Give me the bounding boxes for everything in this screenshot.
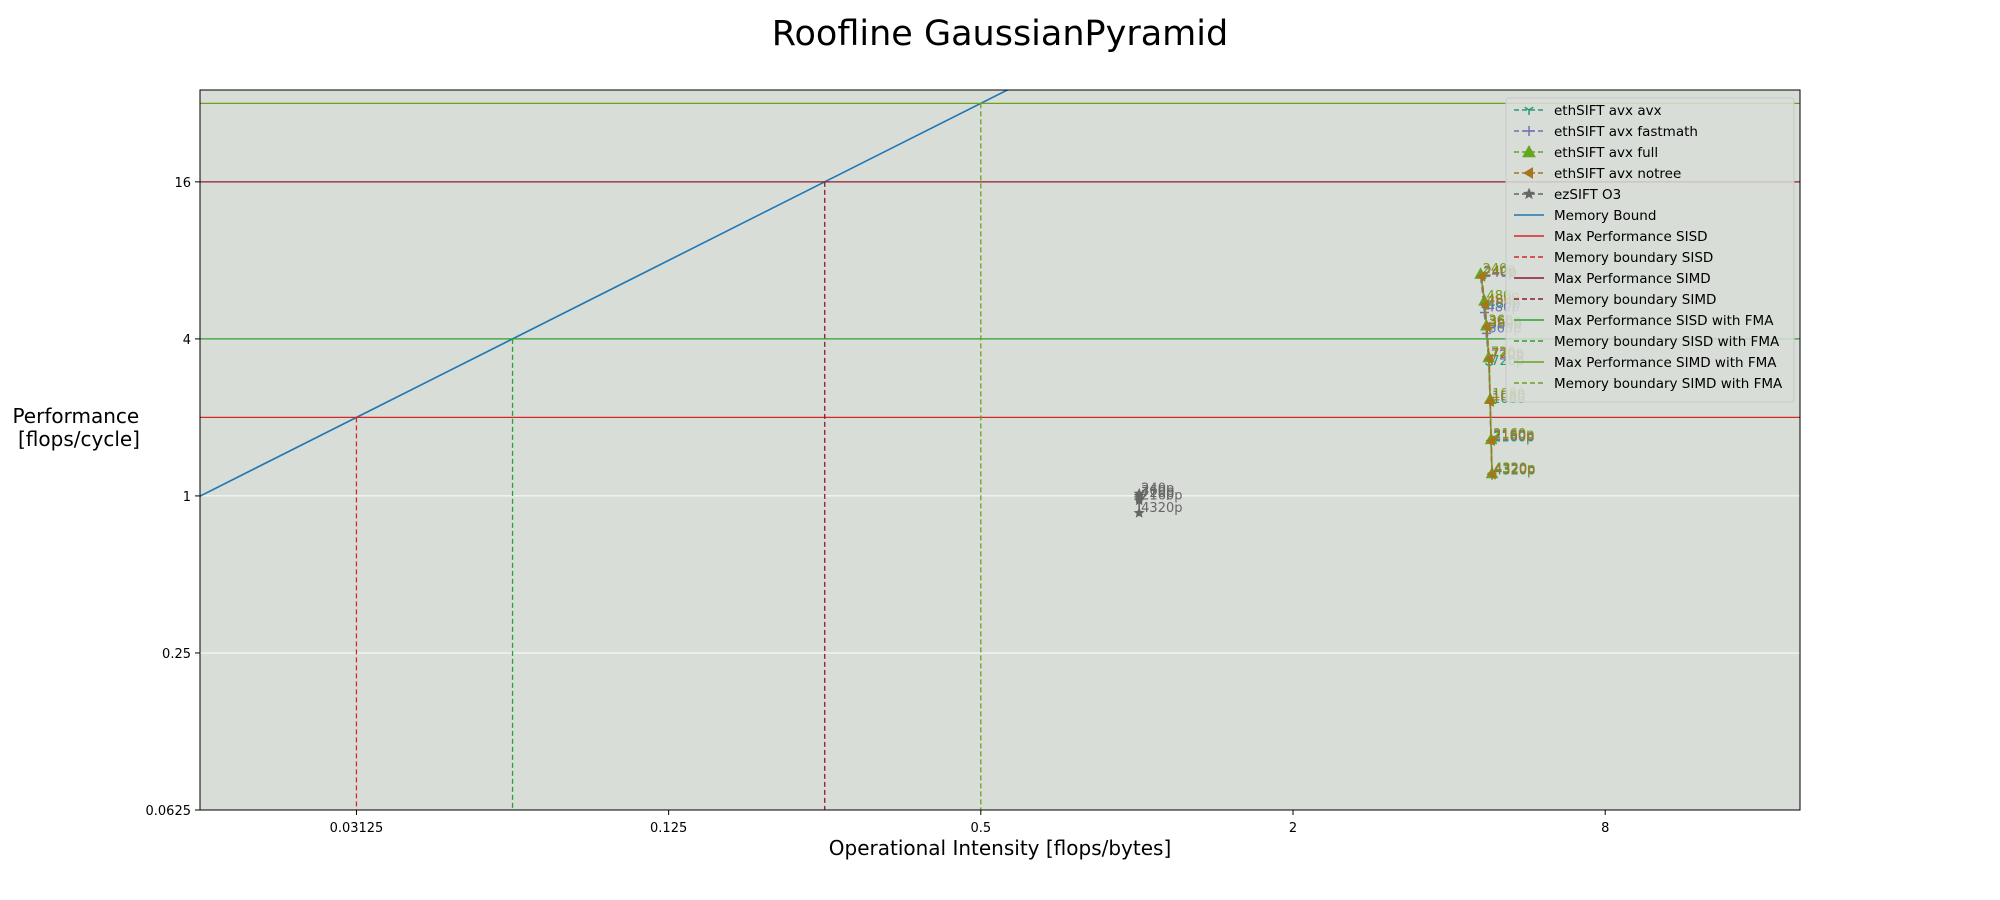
legend-label: ethSIFT avx full — [1554, 145, 1658, 161]
legend-entry-ethsift-avx-avx: ethSIFT avx avx — [1514, 103, 1662, 119]
legend-entry-memory-bound: Memory Bound — [1514, 208, 1656, 224]
x-tick-label: 8 — [1601, 821, 1609, 836]
y-tick-label: 0.0625 — [146, 804, 192, 819]
y-tick-label: 1 — [183, 490, 191, 505]
point-label: 720p — [1141, 486, 1174, 501]
legend-entry-memory-boundary-simd: Memory boundary SIMD — [1514, 292, 1716, 308]
x-tick-label: 2 — [1289, 821, 1297, 836]
point-label: 240p — [1141, 482, 1174, 497]
legend-label: Memory boundary SIMD — [1554, 292, 1716, 308]
legend-entry-ethsift-avx-full: ethSIFT avx full — [1514, 144, 1658, 161]
data-point — [1483, 353, 1493, 365]
data-point — [1479, 307, 1489, 317]
y-axis-label-line-2: [flops/cycle] — [18, 427, 140, 451]
y-axis-label: Performance [flops/cycle] — [12, 404, 145, 451]
legend-label: Memory boundary SISD — [1554, 250, 1713, 266]
data-point — [1485, 435, 1495, 446]
legend-marker — [1522, 144, 1536, 158]
legend-entry-max-performance-simd: Max Performance SIMD — [1514, 271, 1711, 287]
legend-entry-memory-boundary-sisd-with-fma: Memory boundary SISD with FMA — [1514, 334, 1780, 350]
y-tick-label: 0.25 — [162, 647, 191, 662]
x-axis-label: Operational Intensity [flops/bytes] — [829, 836, 1172, 860]
y-tick-label: 4 — [183, 333, 191, 348]
legend-marker — [1524, 106, 1534, 115]
legend-label: Max Performance SISD with FMA — [1554, 313, 1774, 329]
chart-title: Roofline GaussianPyramid — [772, 14, 1228, 54]
data-point — [1479, 299, 1489, 311]
legend-label: Memory boundary SISD with FMA — [1554, 334, 1780, 350]
legend-entry-max-performance-sisd-with-fma: Max Performance SISD with FMA — [1514, 313, 1774, 329]
x-axis-ticks: 0.03125 0.125 0.5 2 8 — [330, 810, 1609, 836]
point-label: 2160p — [1493, 427, 1534, 442]
legend: ethSIFT avx avx ethSIFT avx fastmath ethSI… — [1505, 97, 1795, 403]
point-label: 2160p — [1493, 429, 1534, 444]
legend-label: ethSIFT avx fastmath — [1554, 124, 1698, 140]
legend-box — [1505, 97, 1795, 403]
legend-entry-ethsift-avx-notree: ethSIFT avx notree — [1514, 166, 1681, 182]
legend-label: ezSIFT O3 — [1554, 187, 1621, 203]
legend-entry-memory-boundary-sisd: Memory boundary SISD — [1514, 250, 1713, 266]
point-label: 4320p — [1494, 462, 1535, 477]
point-label: 360p — [1141, 484, 1174, 499]
legend-entry-ezsift-o3: ezSIFT O3 — [1514, 187, 1621, 203]
point-label: 4320p — [1494, 461, 1535, 476]
plot-frame — [199, 89, 1801, 811]
data-point — [1133, 494, 1145, 506]
memory-bound-line — [200, 90, 1010, 497]
data-point — [1484, 396, 1494, 407]
point-label: 2160p — [1493, 431, 1534, 446]
x-tick-label: 0.5 — [970, 821, 991, 836]
point-label: 4320p — [1141, 501, 1182, 516]
legend-entry-max-performance-simd-with-fma: Max Performance SIMD with FMA — [1514, 355, 1777, 371]
legend-entry-ethsift-avx-fastmath: ethSIFT avx fastmath — [1514, 124, 1698, 140]
y-axis-label-line-1: Performance — [12, 404, 139, 428]
legend-marker — [1524, 126, 1534, 136]
point-label: 2160p — [1141, 489, 1182, 504]
data-point — [1486, 468, 1496, 480]
data-point — [1476, 270, 1486, 282]
point-label: 4320p — [1494, 463, 1535, 478]
y-axis-ticks: 0.0625 0.25 1 4 16 — [146, 176, 200, 819]
legend-label: Memory boundary SIMD with FMA — [1554, 376, 1783, 392]
y-tick-label: 16 — [174, 176, 191, 191]
legend-label: Memory Bound — [1554, 208, 1656, 224]
legend-label: Max Performance SISD — [1554, 229, 1708, 245]
legend-marker — [1523, 187, 1535, 200]
legend-entry-memory-boundary-simd-with-fma: Memory boundary SIMD with FMA — [1514, 376, 1783, 392]
data-point — [1133, 507, 1145, 518]
legend-label: Max Performance SIMD — [1554, 271, 1711, 287]
legend-label: ethSIFT avx notree — [1554, 166, 1681, 182]
point-label: 2160p — [1493, 429, 1534, 444]
x-tick-label: 0.03125 — [330, 821, 384, 836]
legend-label: ethSIFT avx avx — [1554, 103, 1662, 119]
x-tick-label: 0.125 — [650, 821, 687, 836]
legend-label: Max Performance SIMD with FMA — [1554, 355, 1777, 371]
data-point — [1481, 321, 1491, 333]
legend-marker — [1523, 167, 1533, 179]
point-label: 4320p — [1494, 461, 1535, 476]
legend-entry-max-performance-sisd: Max Performance SISD — [1514, 229, 1708, 245]
